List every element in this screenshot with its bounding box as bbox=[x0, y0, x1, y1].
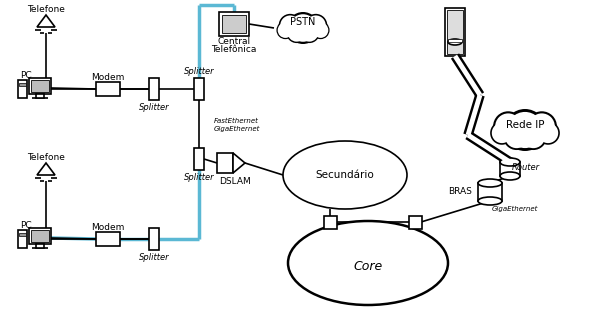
Bar bbox=[217, 153, 233, 173]
Circle shape bbox=[312, 21, 330, 39]
Bar bbox=[31, 230, 49, 242]
Circle shape bbox=[504, 109, 546, 151]
Circle shape bbox=[503, 123, 530, 150]
Text: Modem: Modem bbox=[91, 223, 125, 231]
Bar bbox=[149, 228, 159, 250]
Bar bbox=[19, 233, 26, 236]
Ellipse shape bbox=[500, 172, 520, 180]
Text: BRAS: BRAS bbox=[448, 187, 472, 197]
Text: PSTN: PSTN bbox=[290, 17, 316, 27]
Circle shape bbox=[280, 16, 300, 35]
Text: PC: PC bbox=[20, 70, 32, 80]
Circle shape bbox=[300, 24, 318, 42]
Text: Modem: Modem bbox=[91, 73, 125, 81]
Polygon shape bbox=[37, 15, 55, 27]
Bar bbox=[447, 10, 463, 54]
Text: Splitter: Splitter bbox=[184, 173, 214, 183]
Ellipse shape bbox=[478, 197, 502, 205]
Circle shape bbox=[289, 14, 317, 42]
Circle shape bbox=[505, 125, 528, 148]
Circle shape bbox=[306, 16, 326, 35]
Circle shape bbox=[286, 23, 307, 43]
Text: Router: Router bbox=[512, 163, 540, 171]
Text: GigaEthernet: GigaEthernet bbox=[492, 206, 538, 212]
Text: Core: Core bbox=[353, 261, 383, 274]
Circle shape bbox=[490, 121, 514, 145]
Bar bbox=[96, 232, 120, 246]
Text: GigaEthernet: GigaEthernet bbox=[214, 126, 260, 132]
Text: Telefônica: Telefônica bbox=[211, 46, 257, 55]
Circle shape bbox=[522, 125, 545, 148]
Bar bbox=[409, 216, 422, 229]
Bar bbox=[36, 244, 44, 248]
Polygon shape bbox=[37, 163, 55, 175]
Text: Telefone: Telefone bbox=[27, 5, 65, 15]
Ellipse shape bbox=[288, 221, 448, 305]
Bar bbox=[324, 216, 337, 229]
Circle shape bbox=[520, 123, 547, 150]
Ellipse shape bbox=[478, 179, 502, 187]
Circle shape bbox=[279, 14, 302, 37]
Bar bbox=[448, 39, 462, 42]
Text: FastEthernet: FastEthernet bbox=[214, 118, 259, 124]
Text: Central: Central bbox=[218, 37, 251, 47]
Circle shape bbox=[278, 23, 293, 38]
Ellipse shape bbox=[448, 39, 462, 45]
Circle shape bbox=[507, 112, 543, 148]
Circle shape bbox=[536, 121, 560, 145]
Polygon shape bbox=[233, 153, 245, 173]
Bar bbox=[445, 8, 465, 56]
Circle shape bbox=[313, 23, 328, 38]
Circle shape bbox=[495, 113, 521, 139]
Bar bbox=[19, 83, 26, 86]
Bar bbox=[29, 78, 51, 94]
Circle shape bbox=[288, 24, 305, 42]
Text: Splitter: Splitter bbox=[184, 67, 214, 75]
Text: DSLAM: DSLAM bbox=[219, 177, 251, 185]
Circle shape bbox=[526, 111, 557, 141]
Circle shape bbox=[299, 23, 320, 43]
Bar bbox=[149, 78, 159, 100]
Bar bbox=[194, 148, 204, 170]
Text: Telefone: Telefone bbox=[27, 153, 65, 163]
Bar bbox=[18, 80, 27, 98]
Bar bbox=[500, 162, 520, 176]
Circle shape bbox=[529, 113, 555, 139]
Ellipse shape bbox=[500, 158, 520, 166]
Ellipse shape bbox=[283, 141, 407, 209]
Text: Rede IP: Rede IP bbox=[506, 120, 545, 130]
Text: Splitter: Splitter bbox=[139, 254, 169, 262]
Text: Secundário: Secundário bbox=[315, 170, 374, 180]
Circle shape bbox=[276, 21, 294, 39]
Bar bbox=[478, 183, 502, 201]
Circle shape bbox=[493, 111, 523, 141]
Bar bbox=[31, 80, 49, 92]
Bar bbox=[36, 94, 44, 98]
Circle shape bbox=[305, 14, 327, 37]
Text: Splitter: Splitter bbox=[139, 103, 169, 113]
Bar bbox=[18, 230, 27, 248]
Bar bbox=[219, 12, 249, 36]
Bar bbox=[29, 228, 51, 244]
Circle shape bbox=[538, 123, 558, 143]
Circle shape bbox=[492, 123, 512, 143]
Bar bbox=[194, 78, 204, 100]
Bar bbox=[222, 15, 246, 33]
Circle shape bbox=[287, 12, 319, 44]
Bar bbox=[96, 82, 120, 96]
Text: PC: PC bbox=[20, 221, 32, 230]
